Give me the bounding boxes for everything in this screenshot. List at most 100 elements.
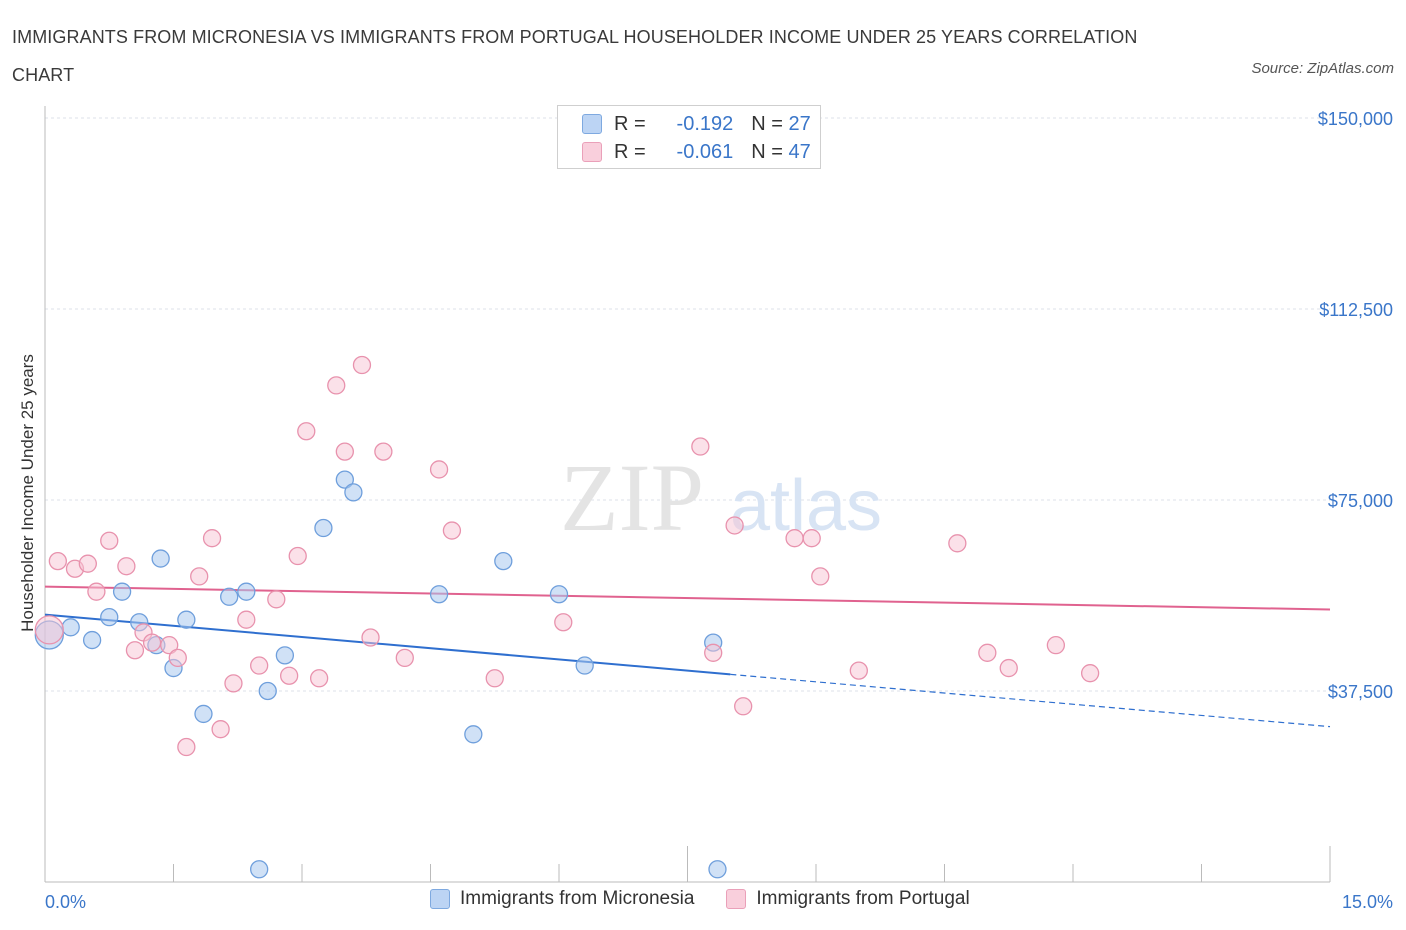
legend-r-label: R =: [614, 140, 646, 163]
point-micronesia-25: [708, 860, 727, 879]
legend-row-portugal: R = -0.061 N = 47: [582, 139, 811, 165]
point-micronesia-10: [194, 704, 213, 724]
legend-n-value-micronesia: 27: [788, 112, 811, 135]
point-micronesia-15: [314, 518, 333, 538]
gridlines: [45, 117, 1330, 692]
point-portugal-31: [442, 521, 462, 540]
point-portugal-14: [202, 529, 222, 548]
axes: [44, 106, 1331, 883]
legend-n-label: N =: [751, 140, 783, 163]
series-name-micronesia: Immigrants from Micronesia: [460, 888, 695, 909]
point-micronesia-22: [575, 656, 594, 675]
point-portugal-27: [361, 628, 380, 647]
point-micronesia-4: [112, 582, 132, 601]
point-micronesia-2: [82, 630, 102, 650]
point-portugal-15: [211, 720, 230, 739]
series-legend: Immigrants from Micronesia Immigrants fr…: [430, 888, 1002, 910]
point-micronesia-1: [61, 618, 80, 637]
series-name-portugal: Immigrants from Portugal: [756, 888, 970, 909]
point-portugal-3: [78, 554, 97, 573]
legend-row-micronesia: R = -0.192 N = 27: [582, 111, 811, 137]
point-micronesia-18: [429, 585, 449, 604]
point-portugal-25: [335, 442, 354, 461]
point-micronesia-19: [464, 725, 483, 744]
legend-n-label: N =: [751, 112, 783, 135]
point-portugal-22: [297, 422, 316, 441]
series-legend-portugal[interactable]: Immigrants from Portugal: [726, 888, 970, 910]
point-micronesia-20: [494, 551, 513, 571]
point-micronesia-9: [151, 549, 170, 568]
point-portugal-9: [142, 633, 162, 652]
point-micronesia-16: [335, 470, 354, 489]
trend-lines: [44, 585, 1331, 728]
point-portugal-33: [554, 613, 573, 632]
point-portugal-41: [849, 661, 868, 680]
point-micronesia-8: [177, 610, 196, 629]
point-portugal-23: [309, 669, 329, 688]
legend-r-label: R =: [614, 112, 646, 135]
point-portugal-45: [1046, 636, 1066, 655]
source-label: Source: ZipAtlas.com: [1251, 60, 1394, 77]
point-portugal-21: [288, 546, 307, 566]
watermark: ZIP atlas: [560, 444, 882, 551]
point-portugal-30: [429, 460, 449, 479]
point-portugal-20: [279, 666, 299, 685]
trend-line-1: [44, 585, 1331, 611]
legend-r-value-micronesia: -0.192: [676, 112, 734, 135]
point-portugal-6: [117, 557, 136, 576]
point-portugal-19: [267, 590, 286, 609]
point-portugal-29: [395, 648, 414, 668]
point-portugal-7: [125, 641, 145, 660]
point-micronesia-3: [100, 607, 119, 627]
point-portugal-5: [100, 531, 119, 550]
y-tick-labels: $150,000 $112,500 $75,000 $37,500: [1318, 109, 1393, 702]
trend-line-dashed-0: [730, 673, 1331, 728]
point-portugal-36: [725, 516, 744, 535]
point-portugal-46: [1080, 664, 1100, 683]
point-micronesia-21: [549, 585, 569, 604]
point-portugal-24: [327, 376, 346, 395]
point-micronesia-14: [275, 646, 295, 665]
legend-swatch-portugal: [582, 142, 602, 162]
y-tick-label-2: $75,000: [1328, 491, 1393, 511]
point-portugal-42: [948, 534, 967, 553]
point-micronesia-11: [220, 587, 239, 606]
point-micronesia-17: [344, 483, 363, 502]
x-tick-min: 0.0%: [45, 892, 86, 912]
point-portugal-26: [352, 355, 372, 375]
point-portugal-38: [785, 529, 804, 548]
point-portugal-43: [978, 643, 997, 662]
point-portugal-37: [734, 697, 753, 716]
point-portugal-32: [485, 669, 504, 688]
point-portugal-16: [224, 674, 243, 693]
legend-swatch-micronesia: [582, 114, 602, 134]
point-portugal-39: [802, 529, 821, 548]
point-portugal-35: [704, 643, 723, 662]
series-swatch-micronesia: [430, 889, 450, 909]
point-portugal-12: [177, 737, 196, 757]
legend-n-value-portugal: 47: [788, 140, 811, 163]
y-axis-label: Householder Income Under 25 years: [18, 354, 37, 632]
correlation-legend: R = -0.192 N = 27 R = -0.061 N = 47: [557, 105, 821, 169]
point-portugal-18: [250, 656, 269, 675]
series-legend-micronesia[interactable]: Immigrants from Micronesia: [430, 888, 694, 910]
point-micronesia-24: [250, 860, 269, 879]
chart-title: IMMIGRANTS FROM MICRONESIA VS IMMIGRANTS…: [12, 27, 1138, 85]
series-swatch-portugal: [726, 889, 747, 909]
point-micronesia-12: [237, 582, 256, 601]
y-tick-label-0: $150,000: [1318, 109, 1393, 129]
point-portugal-10: [160, 636, 179, 655]
watermark-zip: ZIP: [560, 444, 704, 551]
point-micronesia-13: [258, 681, 277, 701]
point-portugal-28: [374, 442, 393, 461]
point-portugal-13: [190, 567, 209, 586]
point-portugal-0: [34, 615, 64, 645]
y-tick-label-3: $37,500: [1328, 682, 1393, 702]
x-tick-max: 15.0%: [1342, 892, 1393, 912]
point-portugal-4: [87, 582, 106, 601]
point-portugal-44: [999, 658, 1018, 678]
point-portugal-11: [168, 648, 187, 668]
point-portugal-40: [811, 567, 830, 586]
point-portugal-1: [48, 551, 67, 571]
data-points: [34, 355, 1100, 879]
